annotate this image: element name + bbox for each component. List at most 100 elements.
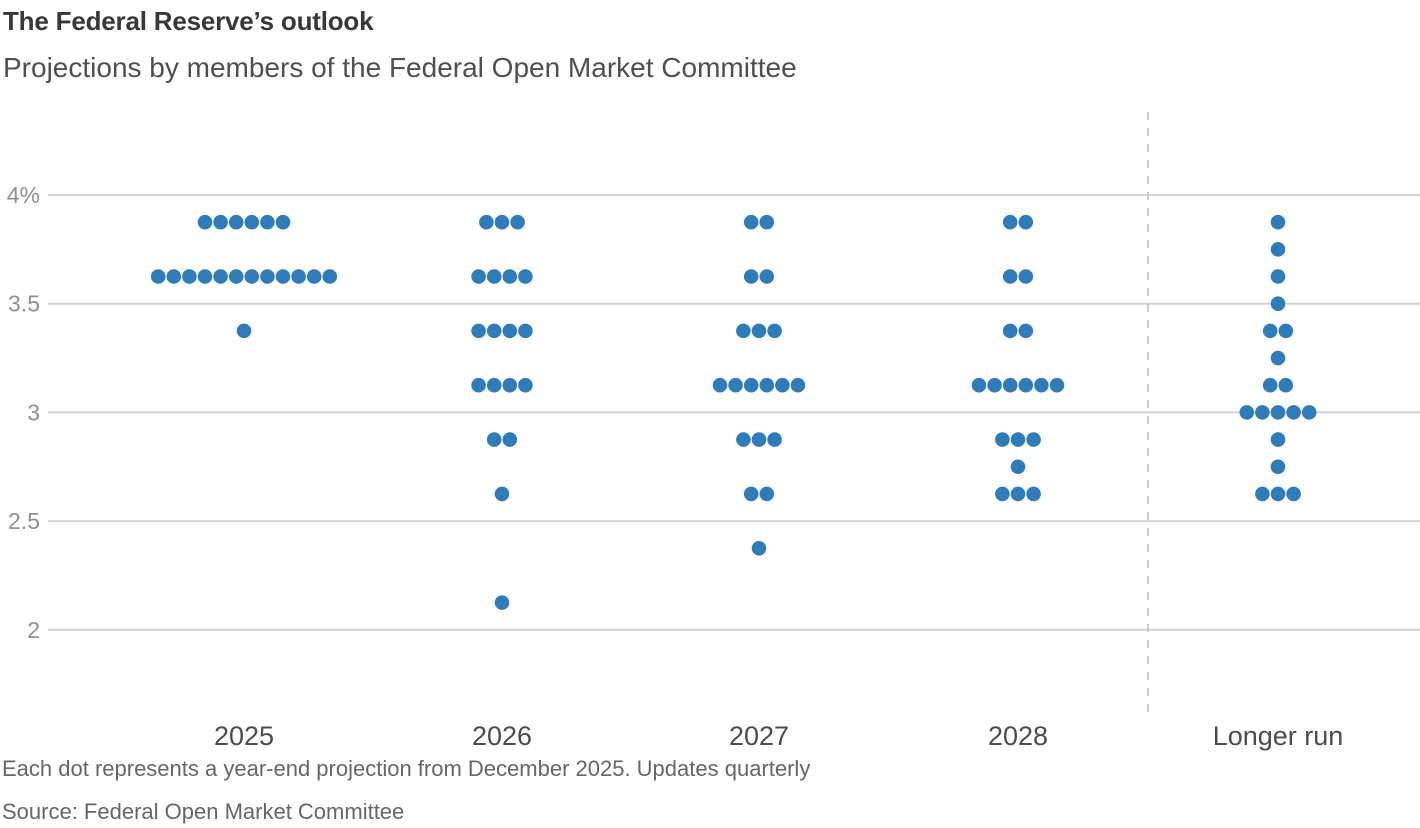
projection-dot-2025-3.875 [275, 214, 291, 230]
projection-dot-2025-3.625 [275, 269, 291, 284]
projection-dot-2026-3.625 [502, 269, 518, 284]
projection-dot-longer-run-3.375 [1278, 323, 1294, 339]
projection-dot-2028-2.875 [1010, 432, 1026, 447]
projection-dot-2025-3.625 [260, 269, 275, 284]
projection-dot-2026-3.375 [518, 323, 533, 339]
projection-dot-2028-2.625 [1010, 486, 1026, 502]
projection-dot-2027-3.125 [759, 377, 775, 393]
projection-dot-2025-3.625 [306, 269, 322, 284]
projection-dot-2025-3.375 [236, 323, 252, 339]
projection-dot-2025-3.625 [291, 269, 306, 284]
projection-dot-longer-run-2.625 [1270, 486, 1286, 502]
projection-dot-2026-3.125 [518, 377, 533, 393]
projection-dot-longer-run-3 [1286, 405, 1301, 420]
projection-dot-2028-3.375 [1002, 323, 1018, 339]
projection-dot-2026-2.875 [486, 432, 502, 447]
y-tick-label-4: 4% [7, 182, 40, 208]
projection-dot-2026-2.625 [494, 486, 510, 502]
projection-dot-2025-3.625 [166, 269, 182, 284]
projection-dot-2028-3.125 [971, 377, 987, 393]
y-tick-label-2.5: 2.5 [8, 508, 40, 534]
projection-dot-2026-3.625 [486, 269, 502, 284]
projection-dot-2027-3.125 [790, 377, 806, 393]
x-category-label-2028: 2028 [988, 721, 1048, 751]
projection-dot-2027-2.375 [751, 540, 767, 556]
projection-dot-2025-3.625 [213, 269, 228, 284]
projection-dot-2027-3.125 [743, 377, 759, 393]
projection-dot-longer-run-2.625 [1255, 486, 1270, 502]
projection-dot-longer-run-3.75 [1270, 242, 1286, 257]
projection-dot-2027-3.375 [751, 323, 767, 339]
projection-dot-longer-run-3 [1255, 405, 1270, 420]
x-category-label-2027: 2027 [729, 721, 789, 751]
projection-dot-2025-3.625 [150, 269, 166, 284]
projection-dot-longer-run-3.25 [1270, 350, 1286, 366]
x-category-label-2025: 2025 [214, 721, 274, 751]
projection-dot-2026-3.625 [518, 269, 533, 284]
projection-dot-2025-3.625 [197, 269, 213, 284]
chart-title: The Federal Reserve’s outlook [3, 6, 374, 36]
projection-dot-2025-3.625 [228, 269, 244, 284]
projection-dot-2028-3.125 [1002, 377, 1018, 393]
projection-dot-2026-3.625 [471, 269, 486, 284]
projection-dot-2026-2.875 [502, 432, 518, 447]
projection-dot-2027-2.875 [767, 432, 782, 447]
projection-dot-2026-3.125 [471, 377, 486, 393]
y-tick-label-2: 2 [27, 617, 40, 643]
projection-dot-2025-3.625 [322, 269, 338, 284]
x-category-label-longer-run: Longer run [1213, 721, 1344, 751]
projection-dot-2028-3.375 [1018, 323, 1034, 339]
projection-dot-2028-2.875 [1026, 432, 1041, 447]
projection-dot-2028-2.625 [1026, 486, 1041, 502]
projection-dot-2028-3.125 [987, 377, 1002, 393]
projection-dot-2028-3.125 [1034, 377, 1049, 393]
projection-dot-2027-3.375 [736, 323, 751, 339]
projection-dot-2028-3.625 [1002, 269, 1018, 284]
projection-dot-2026-3.375 [471, 323, 486, 339]
projection-dot-2028-2.75 [1010, 459, 1026, 475]
projection-dot-longer-run-2.625 [1286, 486, 1301, 502]
projection-dot-2028-3.625 [1018, 269, 1034, 284]
projection-dot-2026-2.125 [494, 595, 510, 610]
projection-dot-longer-run-3.375 [1262, 323, 1278, 339]
projection-dot-longer-run-2.75 [1270, 459, 1286, 475]
projection-dot-longer-run-3 [1270, 405, 1286, 420]
y-tick-label-3: 3 [27, 399, 40, 425]
projection-dot-2028-2.625 [995, 486, 1010, 502]
projection-dot-longer-run-3 [1301, 405, 1317, 420]
projection-dot-2028-2.875 [995, 432, 1010, 447]
projection-dot-2025-3.875 [197, 214, 213, 230]
projection-dot-2027-2.625 [759, 486, 775, 502]
projection-dot-2028-3.875 [1002, 214, 1018, 230]
projection-dot-2026-3.875 [510, 214, 525, 230]
projection-dot-2026-3.375 [502, 323, 518, 339]
projection-dot-2025-3.875 [260, 214, 275, 230]
projection-dot-2027-3.125 [728, 377, 743, 393]
projection-dot-2027-3.125 [775, 377, 790, 393]
projection-dot-2027-2.875 [751, 432, 767, 447]
projection-dot-longer-run-3.875 [1270, 214, 1286, 230]
projection-dot-2025-3.875 [244, 214, 260, 230]
projection-dot-2027-3.875 [743, 214, 759, 230]
projection-dot-2027-2.625 [743, 486, 759, 502]
projection-dot-2027-3.625 [759, 269, 775, 284]
projection-dot-2025-3.875 [228, 214, 244, 230]
projection-dot-longer-run-3.625 [1270, 269, 1286, 284]
projection-dot-2027-3.625 [743, 269, 759, 284]
chart-source: Source: Federal Open Market Committee [2, 799, 405, 824]
projection-dot-2028-3.125 [1049, 377, 1065, 393]
x-category-label-2026: 2026 [472, 721, 532, 751]
projection-dot-2026-3.875 [494, 214, 510, 230]
projection-dot-longer-run-3.125 [1262, 377, 1278, 393]
projection-dot-2025-3.875 [213, 214, 228, 230]
projection-dot-2026-3.125 [486, 377, 502, 393]
projection-dot-2027-3.125 [712, 377, 728, 393]
projection-dot-2027-2.875 [736, 432, 751, 447]
chart-footnote: Each dot represents a year-end projectio… [2, 756, 811, 781]
projection-dot-longer-run-2.875 [1270, 432, 1286, 447]
chart-subtitle: Projections by members of the Federal Op… [3, 52, 797, 83]
projection-dot-2025-3.625 [182, 269, 197, 284]
projection-dot-2028-3.875 [1018, 214, 1034, 230]
